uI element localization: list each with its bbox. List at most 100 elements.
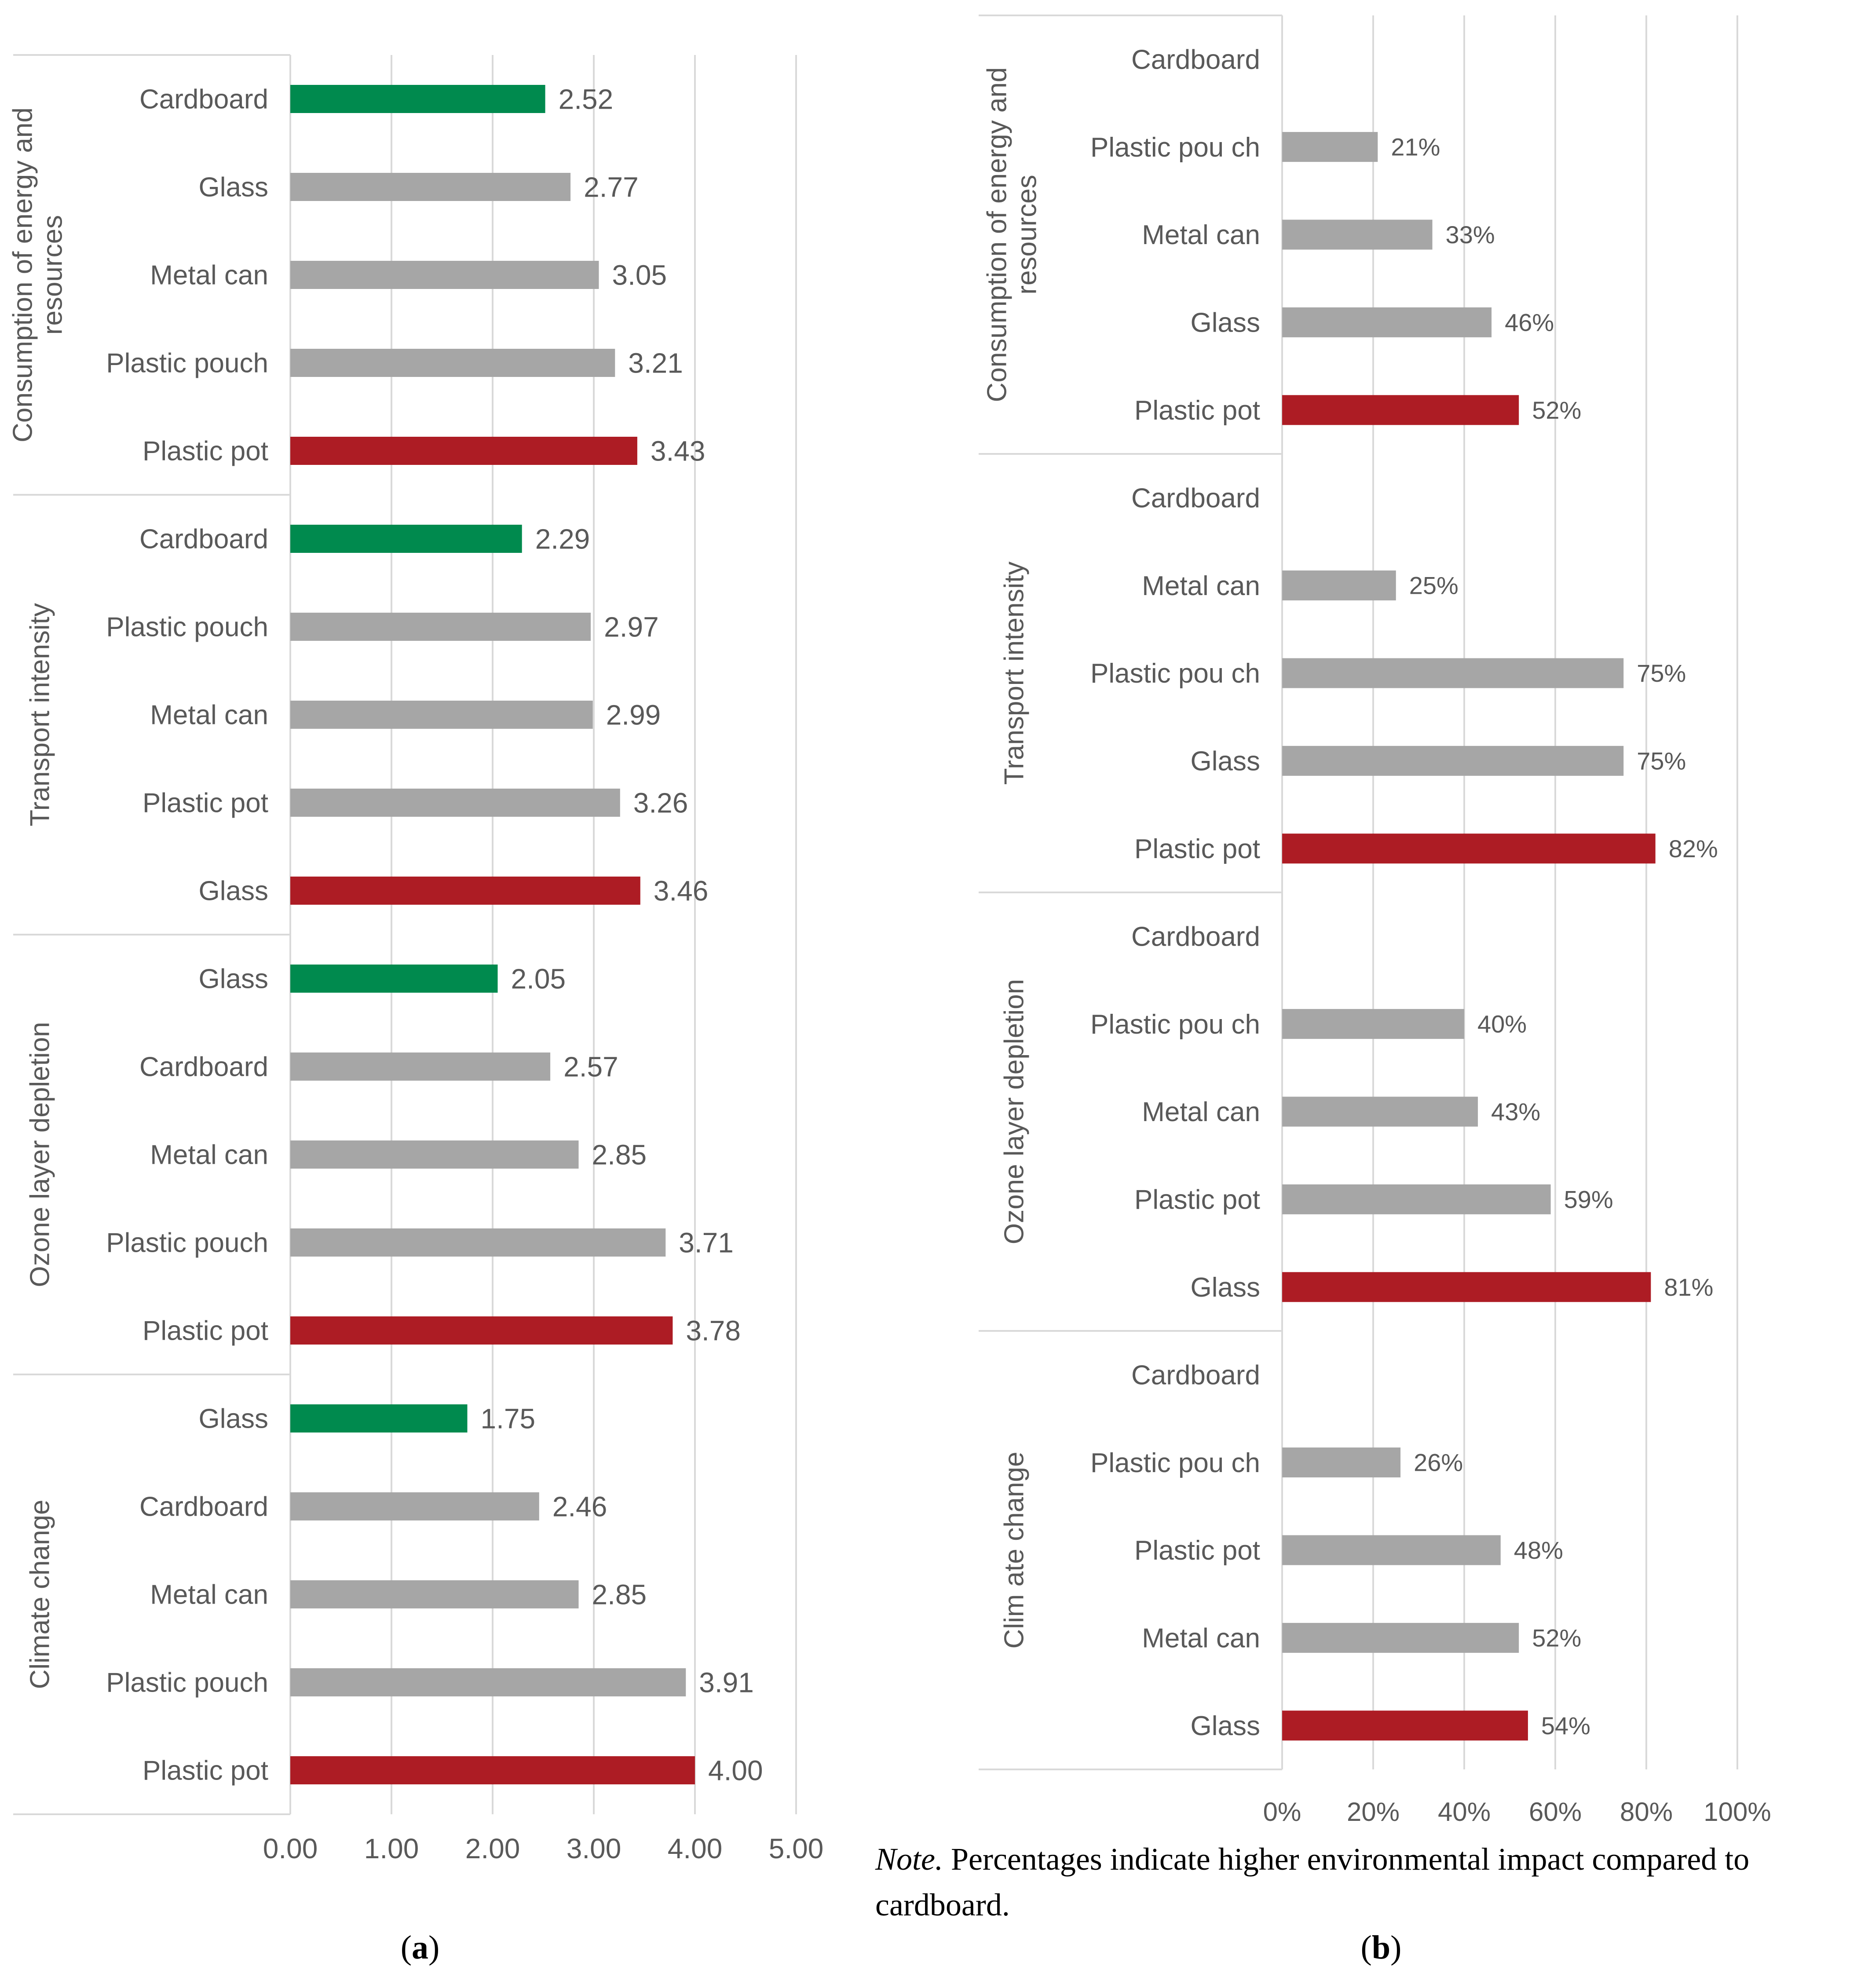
panel-a-category-label: Plastic pouch xyxy=(106,612,268,643)
panel-a-bar xyxy=(290,1316,673,1345)
panel-b-value-label: 43% xyxy=(1491,1098,1540,1126)
panel-a-category-label: Cardboard xyxy=(139,84,268,115)
panel-a-group-label-line: Transport intensity xyxy=(25,603,55,826)
panel-a-category-label: Plastic pouch xyxy=(106,1228,268,1258)
panel-a-value-label: 3.26 xyxy=(633,787,688,819)
panel-b-bar xyxy=(1282,1184,1551,1214)
panel-b-category-label: Glass xyxy=(1191,1711,1260,1741)
panel-a-x-tick-label: 3.00 xyxy=(567,1833,621,1864)
panel-b-category-label: Cardboard xyxy=(1131,1360,1260,1390)
panel-a-category-label: Metal can xyxy=(150,700,268,731)
panel-a-category-label: Plastic pot xyxy=(143,1316,268,1346)
panel-a-category-label: Glass xyxy=(199,964,268,994)
panel-b-value-label: 75% xyxy=(1637,659,1686,687)
panel-a-value-label: 3.78 xyxy=(686,1315,741,1346)
panel-a-bar xyxy=(290,877,640,905)
panel-a-value-label: 4.00 xyxy=(708,1754,763,1786)
panel-a-category-label: Glass xyxy=(199,172,268,203)
panel-b-category-label: Metal can xyxy=(1142,571,1260,601)
panel-a-group-label: Consumption of energy andresources xyxy=(7,107,68,442)
panel-a-value-label: 2.85 xyxy=(592,1579,647,1610)
panel-b-category-label: Plastic pou ch xyxy=(1090,658,1260,689)
panel-b-value-label: 48% xyxy=(1514,1536,1563,1564)
panel-a-value-label: 2.57 xyxy=(563,1051,618,1082)
panel-a-category-label: Glass xyxy=(199,1404,268,1434)
panel-a-category-label: Glass xyxy=(199,876,268,906)
panel-b-x-tick-label: 40% xyxy=(1438,1797,1491,1827)
panel-a-value-label: 3.21 xyxy=(628,347,683,379)
panel-a-value-label: 2.97 xyxy=(604,611,659,643)
panel-a-value-label: 3.71 xyxy=(679,1227,734,1258)
panel-a-bar xyxy=(290,789,620,817)
panel-a-bar xyxy=(290,525,522,553)
panel-a-value-label: 2.29 xyxy=(535,523,590,555)
panel-b-category-label: Glass xyxy=(1191,1272,1260,1303)
panel-a-bar xyxy=(290,437,637,465)
panel-a-value-label: 2.52 xyxy=(559,83,614,115)
panel-b-value-label: 33% xyxy=(1446,221,1495,248)
panel-a-bar xyxy=(290,173,571,201)
panel-b-value-label: 54% xyxy=(1541,1712,1590,1740)
panel-a-bar xyxy=(290,1492,539,1520)
panel-a-x-tick-label: 4.00 xyxy=(668,1833,723,1864)
panel-b-bar xyxy=(1282,1009,1464,1039)
note-label: Note. xyxy=(875,1842,943,1877)
panel-b-bar xyxy=(1282,570,1396,601)
panel-a-category-label: Metal can xyxy=(150,1580,268,1610)
panel-b-category-label: Plastic pou ch xyxy=(1090,132,1260,163)
panel-b-group-label-line: Clim ate change xyxy=(999,1451,1030,1648)
panel-a-group-label: Climate change xyxy=(25,1500,55,1689)
panel-a-value-label: 2.46 xyxy=(552,1491,607,1522)
panel-b-category-label: Plastic pot xyxy=(1134,1185,1260,1215)
panel-b-group-label-line: Consumption of energy and xyxy=(982,67,1012,402)
panel-b-value-label: 26% xyxy=(1414,1449,1463,1476)
panel-b-bar xyxy=(1282,219,1433,250)
panel-b-category-label: Plastic pot xyxy=(1134,395,1260,426)
panel-b-value-label: 59% xyxy=(1564,1186,1613,1213)
panel-a-bar xyxy=(290,701,593,729)
panel-a-value-label: 3.46 xyxy=(654,875,709,906)
panel-a-bar xyxy=(290,261,599,289)
panel-b-x-tick-label: 100% xyxy=(1703,1797,1771,1827)
panel-b-category-label: Glass xyxy=(1191,746,1260,777)
panel-a-group-label-line: Ozone layer depletion xyxy=(25,1022,55,1287)
panel-b-category-label: Metal can xyxy=(1142,1097,1260,1127)
panel-b-x-tick-label: 80% xyxy=(1620,1797,1673,1827)
panel-a-x-tick-label: 2.00 xyxy=(465,1833,520,1864)
panel-a-group-label-line: Climate change xyxy=(25,1500,55,1689)
panel-a-group-label: Ozone layer depletion xyxy=(25,1022,55,1287)
panel-b-group-label: Transport intensity xyxy=(999,562,1030,785)
panel-b-bar xyxy=(1282,746,1624,776)
subfigure-label-a: (a) xyxy=(400,1929,440,1966)
panel-b-value-label: 40% xyxy=(1477,1010,1527,1038)
panel-b-category-label: Cardboard xyxy=(1131,483,1260,513)
panel-a-bar xyxy=(290,1756,695,1784)
panel-a-group-label-line: Consumption of energy and xyxy=(7,107,38,442)
panel-b-bar xyxy=(1282,132,1378,162)
panel-a-x-tick-label: 5.00 xyxy=(769,1833,824,1864)
panel-a-category-label: Plastic pot xyxy=(143,436,268,467)
panel-a-category-label: Cardboard xyxy=(139,524,268,555)
panel-a-bar xyxy=(290,613,591,641)
panel-b-x-tick-label: 0% xyxy=(1263,1797,1301,1827)
panel-a-category-label: Metal can xyxy=(150,1140,268,1170)
panel-b-bar xyxy=(1282,395,1519,425)
subfigure-letter-a: a xyxy=(412,1929,428,1966)
panel-b-category-label: Plastic pou ch xyxy=(1090,1448,1260,1478)
panel-b-group-label: Clim ate change xyxy=(999,1451,1030,1648)
panel-a-bar xyxy=(290,1228,666,1257)
panel-b-category-label: Metal can xyxy=(1142,1623,1260,1654)
panel-a-bar xyxy=(290,85,545,113)
panel-a-category-label: Plastic pot xyxy=(143,788,268,819)
panel-b-value-label: 52% xyxy=(1532,396,1581,424)
panel-b-bar xyxy=(1282,307,1492,337)
panel-b-category-label: Cardboard xyxy=(1131,44,1260,75)
panel-a-bar xyxy=(290,1668,686,1696)
panel-a-bar xyxy=(290,1580,579,1608)
panel-a-category-label: Metal can xyxy=(150,260,268,291)
panel-b-bar xyxy=(1282,658,1624,688)
panel-b-x-tick-label: 60% xyxy=(1529,1797,1582,1827)
panel-b-bar xyxy=(1282,1447,1401,1478)
panel-b-value-label: 21% xyxy=(1391,133,1440,161)
panel-a-group-label: Transport intensity xyxy=(25,603,55,826)
